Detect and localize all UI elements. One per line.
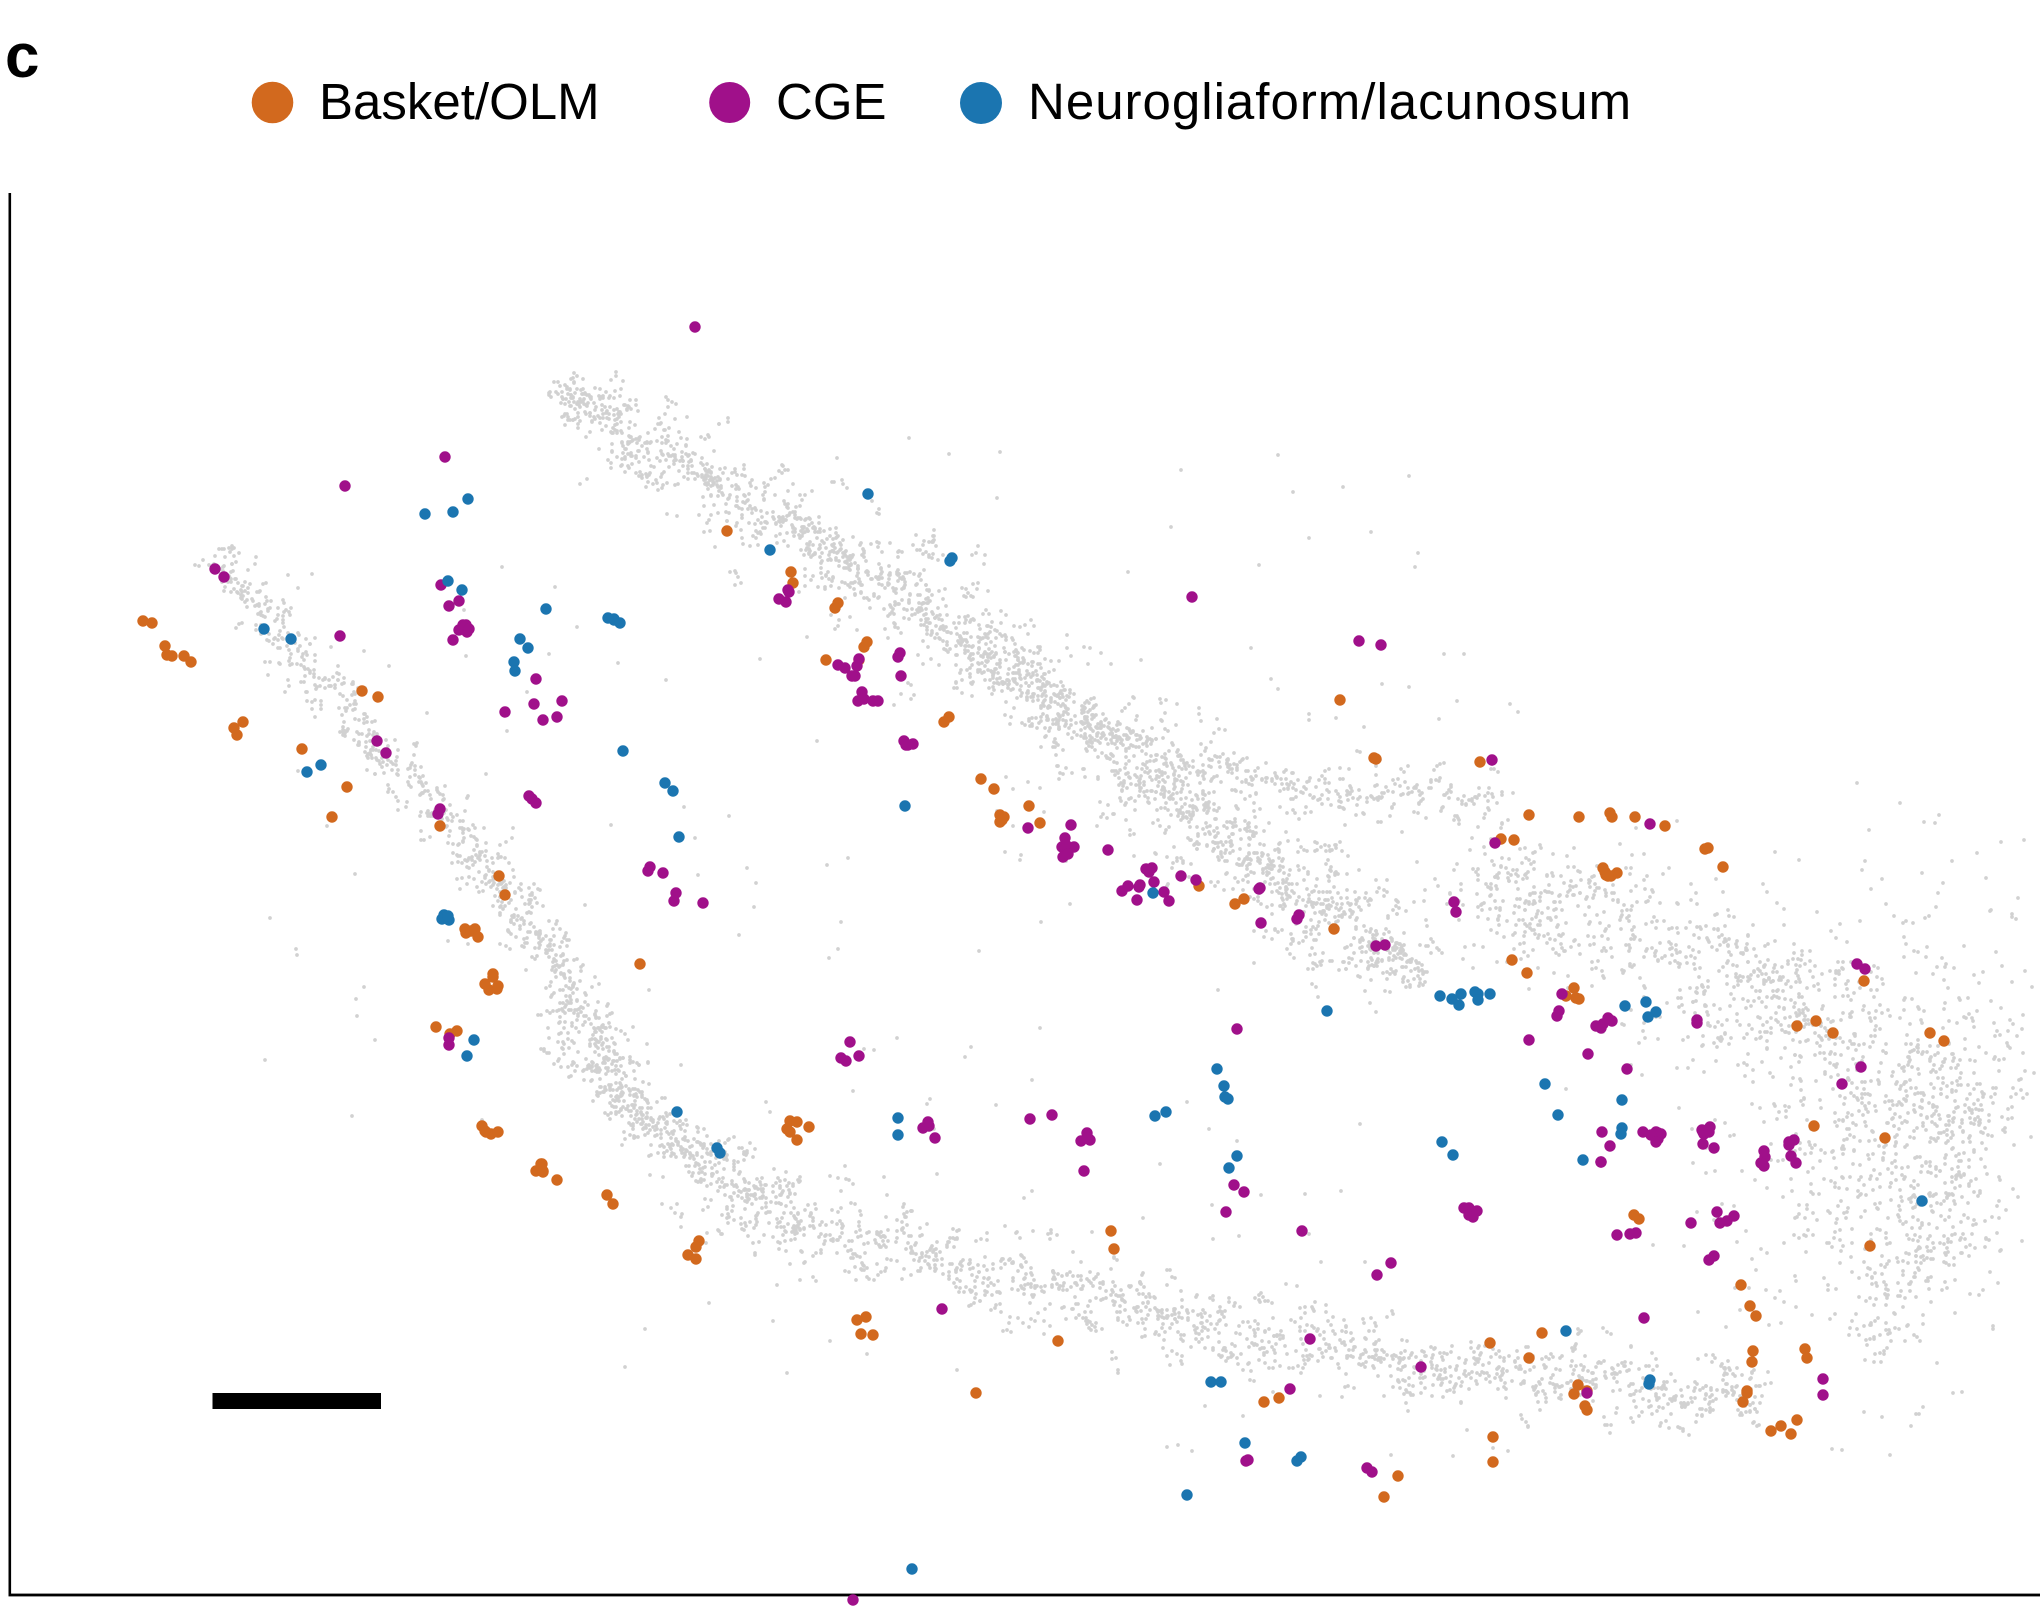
svg-text:c: c	[5, 22, 39, 91]
svg-text:CGE: CGE	[776, 73, 887, 130]
svg-text:Basket/OLM: Basket/OLM	[319, 73, 600, 130]
svg-text:Neurogliaform/lacunosum: Neurogliaform/lacunosum	[1028, 73, 1632, 130]
